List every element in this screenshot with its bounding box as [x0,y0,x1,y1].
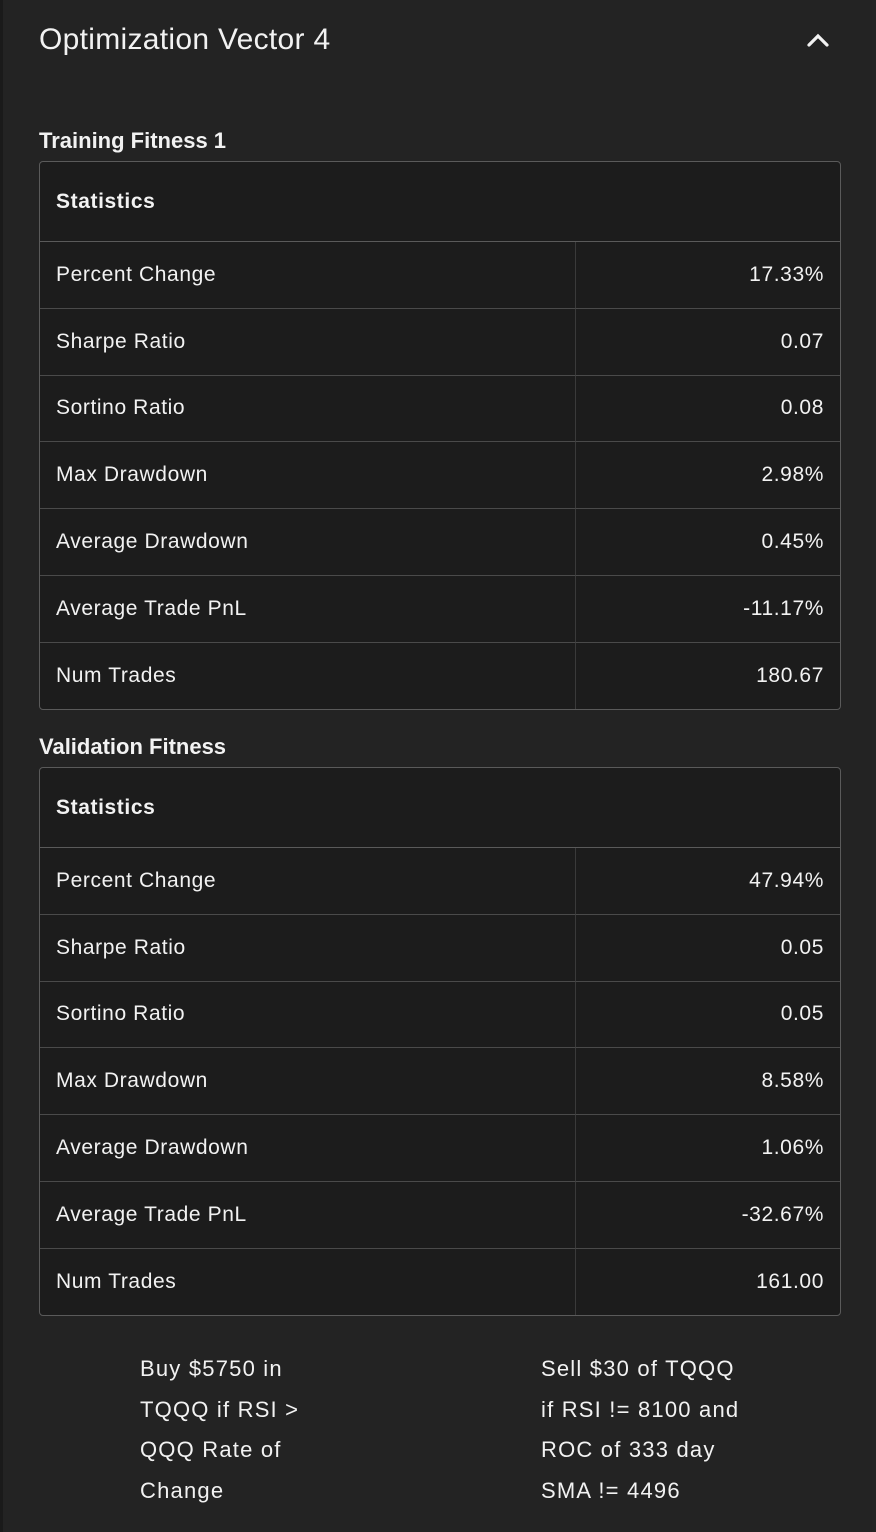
stat-label: Average Drawdown [40,1114,575,1181]
stat-label: Max Drawdown [40,1047,575,1114]
stat-label: Sharpe Ratio [40,307,575,375]
section-heading: Validation Fitness [39,734,227,759]
stat-label: Sortino Ratio [40,374,575,442]
header-row: Statistics [40,162,840,242]
collapse-button[interactable] [803,26,833,56]
stat-value: -32.67% [575,1180,840,1248]
fitness-section: Validation Fitness Statistics Percent Chan… [39,734,841,1316]
stat-label: Num Trades [40,1247,575,1315]
stat-value: 2.98% [575,441,840,509]
stat-label: Max Drawdown [40,441,575,508]
header-row: Statistics [40,768,840,848]
rule-text: Buy $5750 in TQQQ if RSI > QQQ Rate of C… [140,1356,300,1503]
stat-row: Average Trade PnL -11.17% [40,574,840,642]
stat-value: 1.06% [575,1114,840,1181]
stat-row: Max Drawdown 8.58% [40,1047,840,1115]
stat-value: 8.58% [575,1047,840,1115]
stat-row: Max Drawdown 2.98% [40,441,840,509]
stat-row: Sortino Ratio 0.08 [40,374,840,442]
stat-row: Num Trades 180.67 [40,641,840,709]
stat-value: 0.08 [575,374,840,442]
section-heading: Training Fitness 1 [39,128,227,153]
stat-value: 47.94% [575,848,840,914]
stat-label: Sharpe Ratio [40,913,575,981]
table-header: Statistics [40,162,840,242]
stat-row: Num Trades 161.00 [40,1247,840,1315]
stat-label: Percent Change [56,262,217,286]
stat-row: Percent Change 17.33% [40,242,840,308]
stat-row: Average Drawdown 0.45% [40,508,840,575]
stat-value: 161.00 [575,1247,840,1315]
fitness-section: Training Fitness 1 Statistics Percent Chan… [39,128,841,710]
stat-row: Percent Change 47.94% [40,848,840,914]
stat-row: Average Drawdown 1.06% [40,1114,840,1181]
stats-table: Statistics Percent Change 47.94% Sharpe Rat… [39,767,841,1316]
panel-title: Optimization Vector 4 [39,23,331,56]
stat-value: 0.05 [575,913,840,981]
stat-value: 17.33% [575,242,840,308]
stat-label: Num Trades [40,641,575,709]
stat-label: Average Trade PnL [40,1180,575,1248]
stat-value: 180.67 [575,641,840,709]
stat-value: -11.17% [575,574,840,642]
stat-row: Sharpe Ratio 0.07 [40,307,840,375]
stat-label: Average Drawdown [40,508,575,575]
stat-label: Percent Change [56,868,217,892]
stat-row: Average Trade PnL -32.67% [40,1180,840,1248]
rule-text: Sell $30 of TQQQ if RSI != 8100 and ROC … [541,1356,740,1503]
table-header: Statistics [40,768,840,848]
stat-value: 0.07 [575,307,840,375]
stat-value: 0.45% [575,508,840,575]
stat-row: Sharpe Ratio 0.05 [40,913,840,981]
stat-value: 0.05 [575,980,840,1048]
stat-row: Sortino Ratio 0.05 [40,980,840,1048]
stats-table: Statistics Percent Change 17.33% Sharpe Rat… [39,161,841,710]
stat-label: Average Trade PnL [40,574,575,642]
stat-label: Sortino Ratio [40,980,575,1048]
